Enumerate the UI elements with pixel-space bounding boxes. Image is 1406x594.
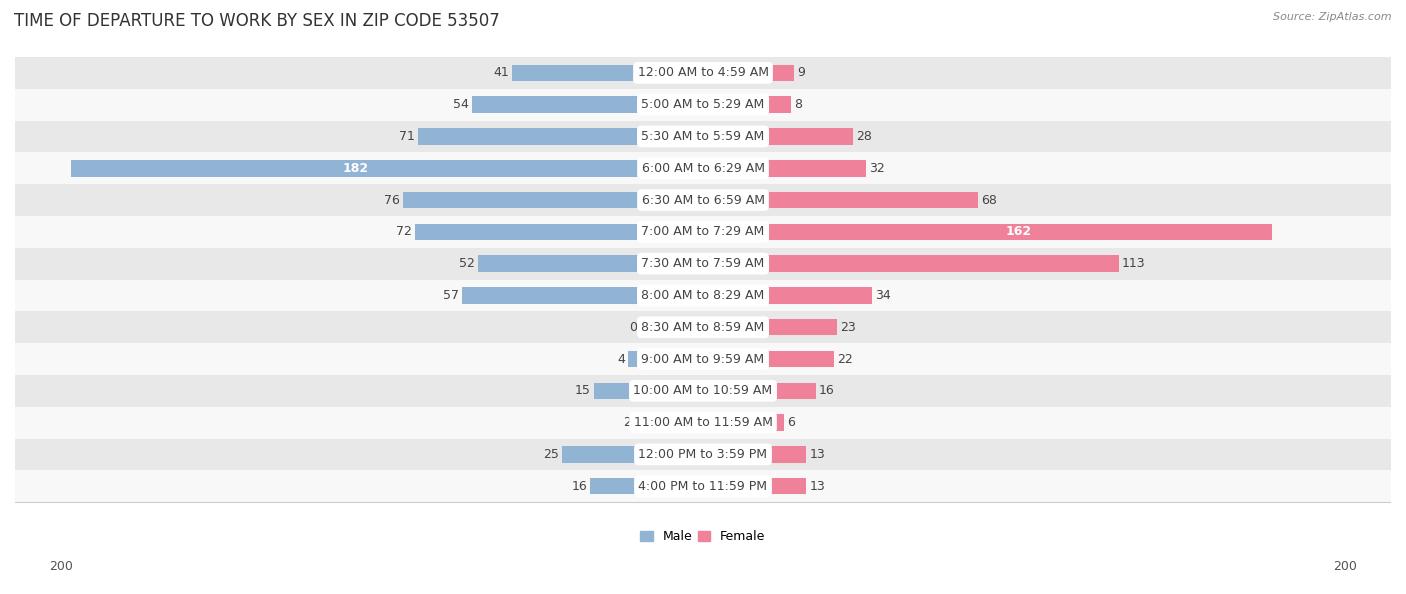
Text: 15: 15	[575, 384, 591, 397]
Bar	[765, 223, 1272, 240]
Bar	[471, 96, 641, 113]
Bar	[562, 446, 641, 463]
Bar	[765, 192, 979, 208]
Bar	[765, 160, 866, 176]
Text: 4: 4	[617, 352, 624, 365]
Text: 57: 57	[443, 289, 460, 302]
Text: 25: 25	[543, 448, 560, 461]
Bar	[765, 96, 790, 113]
Bar	[15, 407, 1391, 438]
Text: 32: 32	[869, 162, 884, 175]
Bar	[402, 192, 641, 208]
Bar	[634, 415, 641, 431]
Bar	[765, 255, 1119, 272]
Bar	[765, 319, 838, 336]
Bar	[765, 287, 872, 304]
Bar	[765, 383, 815, 399]
Text: 72: 72	[396, 225, 412, 238]
Bar	[765, 415, 785, 431]
Bar	[512, 65, 641, 81]
Bar	[15, 311, 1391, 343]
Text: 2: 2	[623, 416, 631, 429]
Bar	[419, 128, 641, 145]
Bar	[15, 343, 1391, 375]
Text: 8:00 AM to 8:29 AM: 8:00 AM to 8:29 AM	[641, 289, 765, 302]
Text: 4:00 PM to 11:59 PM: 4:00 PM to 11:59 PM	[638, 480, 768, 492]
Text: 52: 52	[458, 257, 475, 270]
Text: 22: 22	[838, 352, 853, 365]
Text: 6: 6	[787, 416, 796, 429]
Text: 7:30 AM to 7:59 AM: 7:30 AM to 7:59 AM	[641, 257, 765, 270]
Text: 5:00 AM to 5:29 AM: 5:00 AM to 5:29 AM	[641, 98, 765, 111]
Text: 71: 71	[399, 130, 415, 143]
Legend: Male, Female: Male, Female	[641, 530, 765, 544]
Bar	[593, 383, 641, 399]
Bar	[15, 89, 1391, 121]
Bar	[591, 478, 641, 494]
Text: 5:30 AM to 5:59 AM: 5:30 AM to 5:59 AM	[641, 130, 765, 143]
Bar	[765, 65, 794, 81]
Text: 54: 54	[453, 98, 468, 111]
Text: 76: 76	[384, 194, 399, 207]
Text: 113: 113	[1122, 257, 1146, 270]
Text: 200: 200	[1333, 560, 1357, 573]
Bar	[415, 223, 641, 240]
Text: 9:00 AM to 9:59 AM: 9:00 AM to 9:59 AM	[641, 352, 765, 365]
Text: 182: 182	[343, 162, 368, 175]
Text: 34: 34	[875, 289, 891, 302]
Text: 7:00 AM to 7:29 AM: 7:00 AM to 7:29 AM	[641, 225, 765, 238]
Text: 200: 200	[49, 560, 73, 573]
Text: 23: 23	[841, 321, 856, 334]
Bar	[15, 216, 1391, 248]
Text: 6:00 AM to 6:29 AM: 6:00 AM to 6:29 AM	[641, 162, 765, 175]
Text: 28: 28	[856, 130, 872, 143]
Bar	[628, 351, 641, 367]
Text: 162: 162	[1005, 225, 1032, 238]
Bar	[15, 470, 1391, 502]
Bar	[15, 121, 1391, 153]
Text: 12:00 PM to 3:59 PM: 12:00 PM to 3:59 PM	[638, 448, 768, 461]
Text: 13: 13	[810, 448, 825, 461]
Bar	[15, 57, 1391, 89]
Bar	[15, 280, 1391, 311]
Text: 10:00 AM to 10:59 AM: 10:00 AM to 10:59 AM	[634, 384, 772, 397]
Text: 13: 13	[810, 480, 825, 492]
Text: 0: 0	[630, 321, 637, 334]
Bar	[765, 128, 853, 145]
Text: 9: 9	[797, 67, 804, 80]
Text: 12:00 AM to 4:59 AM: 12:00 AM to 4:59 AM	[637, 67, 769, 80]
Bar	[15, 153, 1391, 184]
Text: 41: 41	[494, 67, 509, 80]
Bar	[765, 446, 806, 463]
Bar	[463, 287, 641, 304]
Bar	[15, 438, 1391, 470]
Text: 68: 68	[981, 194, 997, 207]
Bar	[765, 351, 834, 367]
Bar	[765, 478, 806, 494]
Bar	[15, 184, 1391, 216]
Text: TIME OF DEPARTURE TO WORK BY SEX IN ZIP CODE 53507: TIME OF DEPARTURE TO WORK BY SEX IN ZIP …	[14, 12, 499, 30]
Bar	[15, 248, 1391, 280]
Bar	[72, 160, 641, 176]
Text: 8: 8	[794, 98, 801, 111]
Text: 11:00 AM to 11:59 AM: 11:00 AM to 11:59 AM	[634, 416, 772, 429]
Text: 16: 16	[572, 480, 588, 492]
Text: 6:30 AM to 6:59 AM: 6:30 AM to 6:59 AM	[641, 194, 765, 207]
Bar	[478, 255, 641, 272]
Text: 16: 16	[818, 384, 834, 397]
Bar	[15, 375, 1391, 407]
Text: 8:30 AM to 8:59 AM: 8:30 AM to 8:59 AM	[641, 321, 765, 334]
Text: Source: ZipAtlas.com: Source: ZipAtlas.com	[1274, 12, 1392, 22]
